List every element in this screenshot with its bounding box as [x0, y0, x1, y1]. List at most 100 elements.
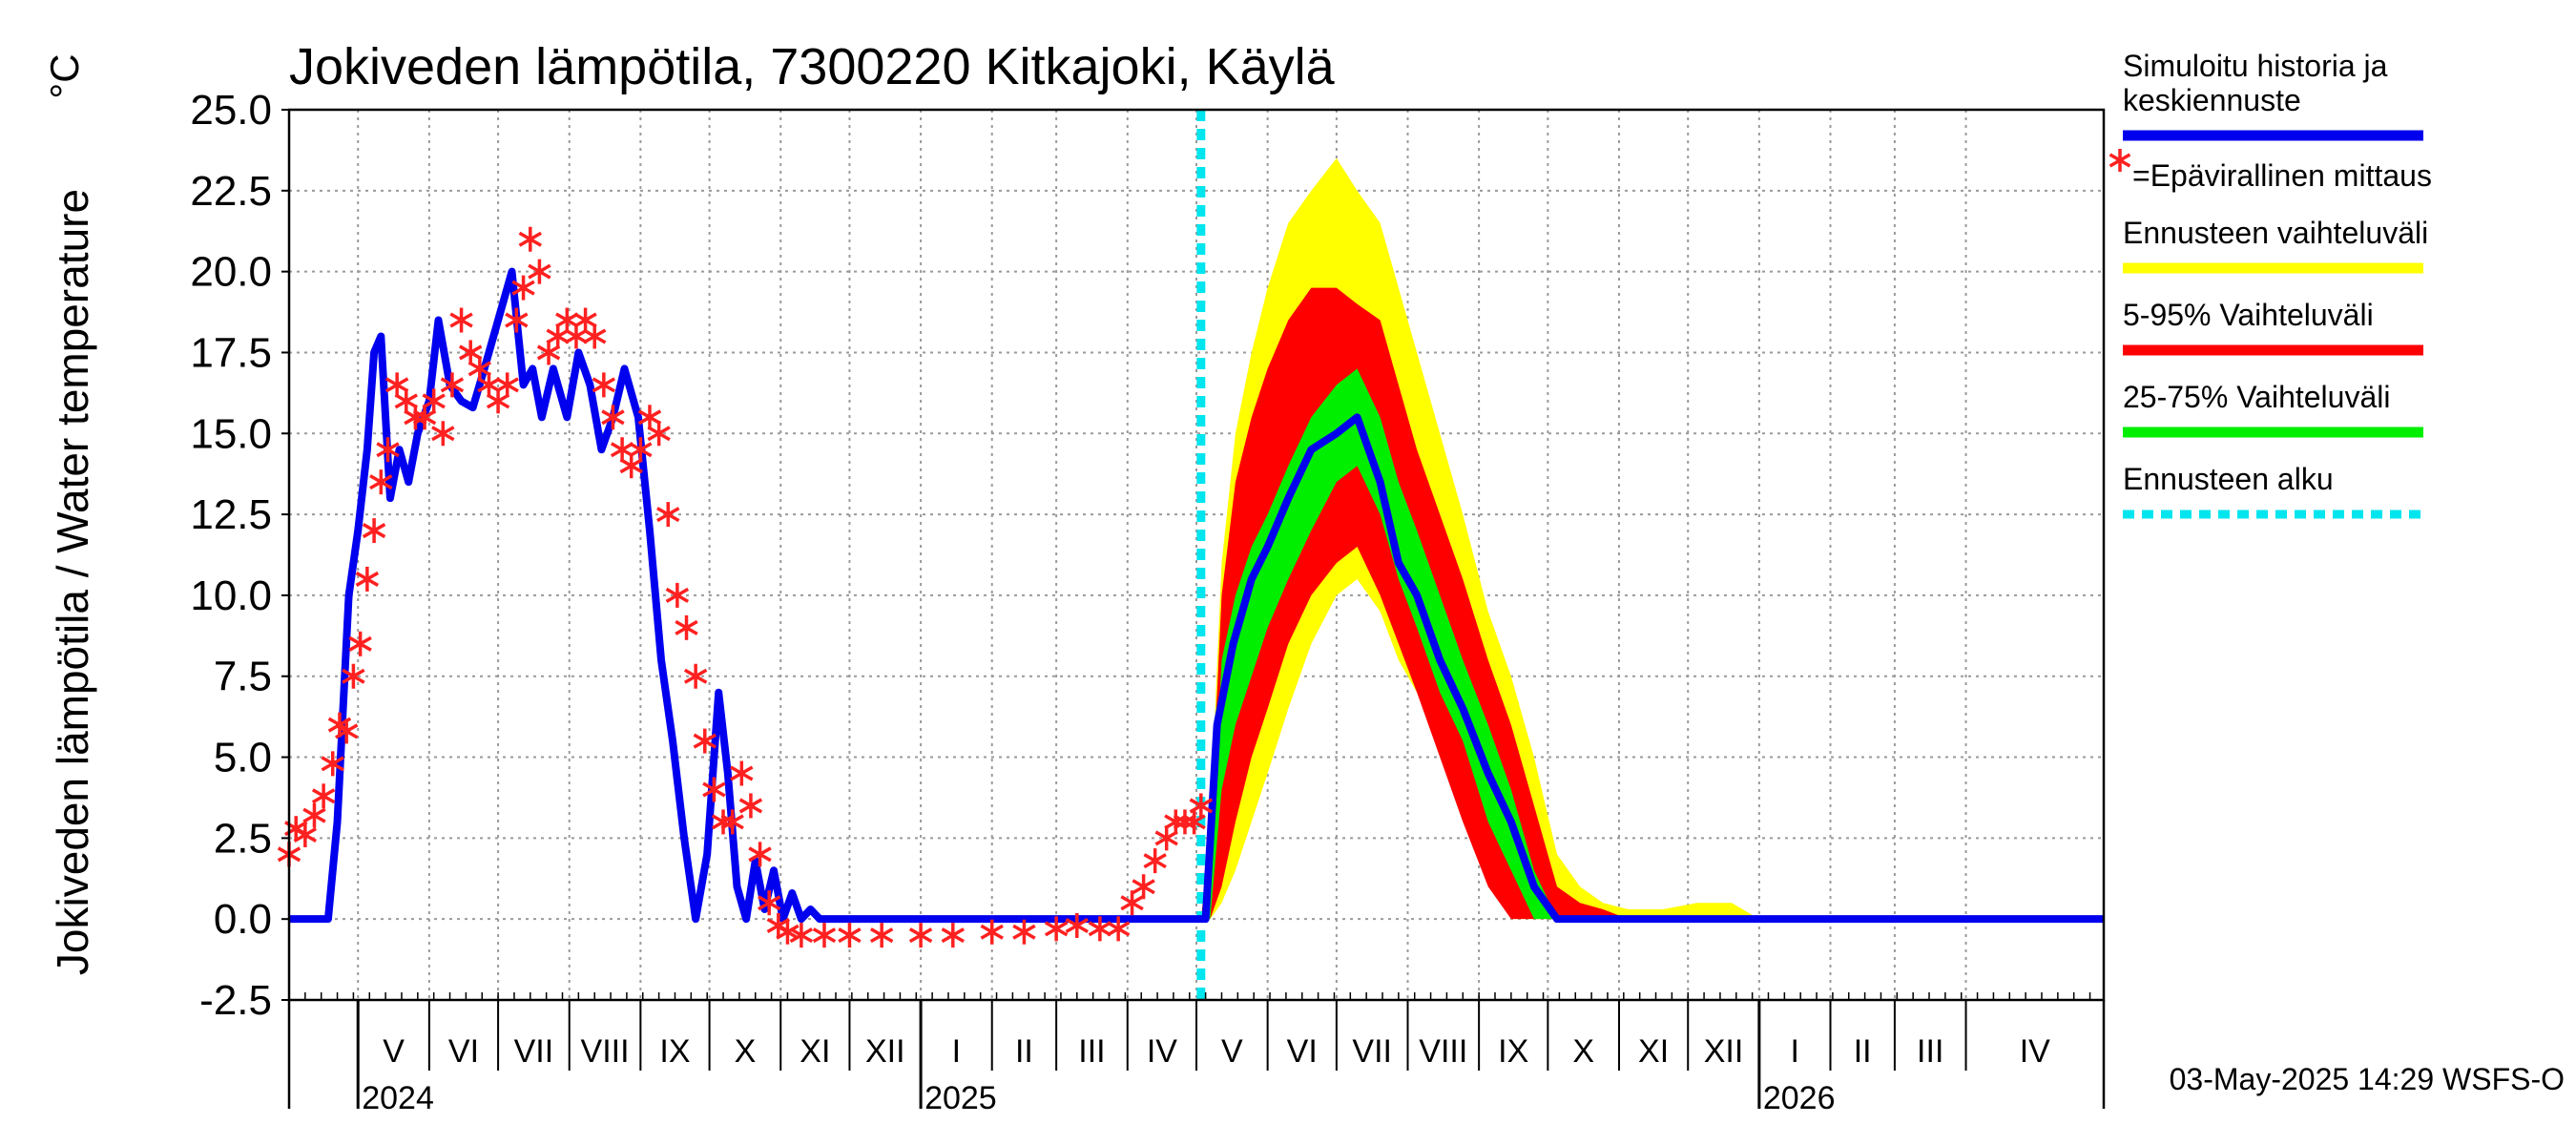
legend-label: 25-75% Vaihteluväli: [2123, 380, 2390, 414]
observation-point: [573, 307, 597, 333]
observation-stroke: [592, 377, 616, 393]
y-tick-label: 2.5: [214, 815, 272, 862]
observation-point: [564, 323, 589, 349]
observation-point: [702, 777, 726, 802]
observation-point: [637, 405, 662, 430]
legend-label: Ennusteen vaihteluväli: [2123, 216, 2428, 250]
observation-point: [1044, 916, 1069, 942]
month-label: VII: [514, 1033, 554, 1070]
observation-point: [683, 663, 708, 689]
observation-point: [1154, 825, 1178, 851]
observation-point: [592, 372, 616, 398]
y-tick-label: 17.5: [190, 329, 272, 376]
observation-stroke: [1012, 924, 1036, 940]
month-label: IX: [659, 1033, 690, 1070]
observation-stroke: [335, 723, 359, 739]
y-tick-label: 15.0: [190, 410, 272, 457]
observation-stroke: [1088, 921, 1112, 937]
observation-stroke: [941, 927, 965, 944]
observation-point: [311, 783, 336, 809]
month-label: XII: [1704, 1033, 1744, 1070]
observation-stroke: [302, 807, 326, 823]
observation-point: [619, 453, 643, 479]
observation-point: [477, 372, 501, 398]
observation-stroke: [495, 377, 519, 393]
observation-point: [321, 751, 344, 777]
observation-point: [980, 919, 1004, 945]
legend-item: Ennusteen alku: [2123, 462, 2423, 519]
observation-point: [738, 793, 763, 819]
month-label: I: [1790, 1033, 1798, 1070]
observation-stroke: [311, 788, 336, 804]
observation-point: [665, 582, 690, 608]
month-label: VI: [1287, 1033, 1318, 1070]
observation-stroke: [431, 426, 455, 442]
observation-stroke: [564, 328, 589, 344]
observation-stroke: [355, 571, 380, 587]
legend-label: Simuloitu historia ja: [2123, 49, 2388, 83]
observation-point: [495, 372, 519, 398]
y-axis: 25.0 22.5 20.0 17.5 15.0 12.5 10.0 7.5 5.0 2.5 0.0…: [190, 87, 289, 1024]
y-tick-label: 22.5: [190, 168, 272, 215]
month-label: XI: [1638, 1033, 1669, 1070]
observation-point: [1012, 919, 1036, 945]
observation-point: [656, 502, 680, 528]
observation-point: [293, 822, 318, 847]
observation-stroke: [342, 668, 365, 684]
observation-stroke: [1189, 798, 1213, 814]
observation-point: [869, 923, 894, 948]
observation-stroke: [440, 377, 465, 393]
observation-point: [610, 437, 634, 463]
month-label: III: [1078, 1033, 1105, 1070]
observation-point: [355, 566, 380, 592]
observation-stroke: [362, 523, 386, 539]
observation-stroke: [511, 280, 535, 296]
x-axis: V VI VII VIII IX X XI XII I II III IV V VI VII VIII IX X X…: [288, 992, 2091, 1116]
y-tick-label: 10.0: [190, 572, 272, 619]
observation-stroke: [1044, 921, 1069, 937]
observation-point: [528, 259, 551, 284]
observation-point: [1065, 912, 1089, 938]
observation-point: [789, 923, 814, 948]
observation-point: [647, 421, 671, 447]
observation-stroke: [412, 409, 437, 426]
legend-item: Ennusteen vaihteluväli: [2123, 216, 2428, 274]
observation-stroke: [812, 927, 837, 944]
observation-point: [1106, 916, 1131, 942]
observation-point: [1173, 809, 1197, 835]
month-label: VIII: [1419, 1033, 1467, 1070]
month-label: X: [735, 1033, 757, 1070]
observation-stroke: [776, 924, 800, 940]
observation-stroke: [758, 895, 781, 911]
legend-label: keskiennuste: [2123, 83, 2301, 117]
year-label: 2024: [362, 1080, 434, 1116]
observation-stroke: [656, 507, 680, 523]
observation-stroke: [789, 927, 814, 944]
observation-point: [505, 307, 529, 333]
observation-stroke: [702, 781, 726, 798]
legend-item: 25-75% Vaihteluväli: [2123, 380, 2423, 438]
year-label: 2026: [1763, 1080, 1836, 1116]
month-label: IV: [1147, 1033, 1177, 1070]
y-tick-label: 20.0: [190, 249, 272, 296]
observation-stroke: [477, 377, 501, 393]
observation-stroke: [536, 344, 561, 361]
y-tick-label: 0.0: [214, 896, 272, 943]
y-tick-label: 5.0: [214, 735, 272, 781]
chart-grid: [289, 109, 2104, 1001]
observation-stroke: [610, 442, 634, 458]
month-label: VIII: [581, 1033, 630, 1070]
month-label: V: [383, 1033, 405, 1070]
observation-point: [748, 842, 772, 867]
observation-point: [376, 437, 400, 463]
observation-point: [449, 307, 473, 333]
observation-stroke: [486, 393, 510, 409]
observation-point: [511, 275, 535, 301]
observation-stroke: [711, 814, 736, 830]
observation-stroke: [683, 668, 708, 684]
observation-stroke: [293, 826, 318, 843]
observation-stroke: [348, 635, 372, 652]
observation-point: [675, 614, 698, 640]
